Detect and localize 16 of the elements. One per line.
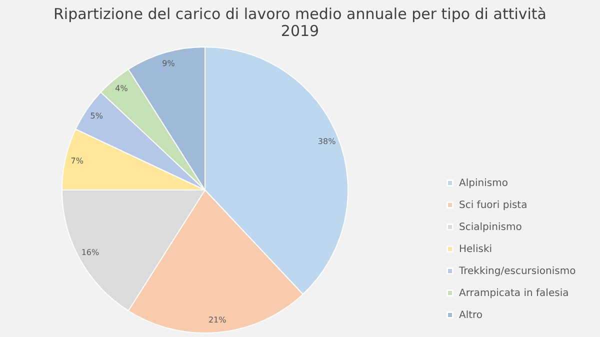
legend-label: Scialpinismo	[459, 222, 522, 233]
data-label: 4%	[115, 84, 128, 94]
legend-label: Altro	[459, 310, 483, 321]
data-label: 5%	[90, 111, 104, 120]
legend-label: Heliski	[459, 244, 492, 255]
chart-title: Ripartizione del carico di lavoro medio annuale per tipo di attività	[54, 5, 546, 23]
data-label: 21%	[208, 315, 227, 324]
data-label: 9%	[162, 59, 176, 68]
legend-label: Alpinismo	[459, 178, 508, 189]
legend-label: Sci fuori pista	[459, 200, 528, 211]
data-label: 16%	[81, 248, 100, 258]
data-label: 38%	[318, 136, 336, 146]
legend-label: Trekking/escursionismo	[458, 266, 576, 277]
data-label: 7%	[70, 156, 84, 166]
legend-label: Arrampicata in falesia	[459, 288, 569, 299]
chart-subtitle: 2019	[280, 22, 320, 40]
